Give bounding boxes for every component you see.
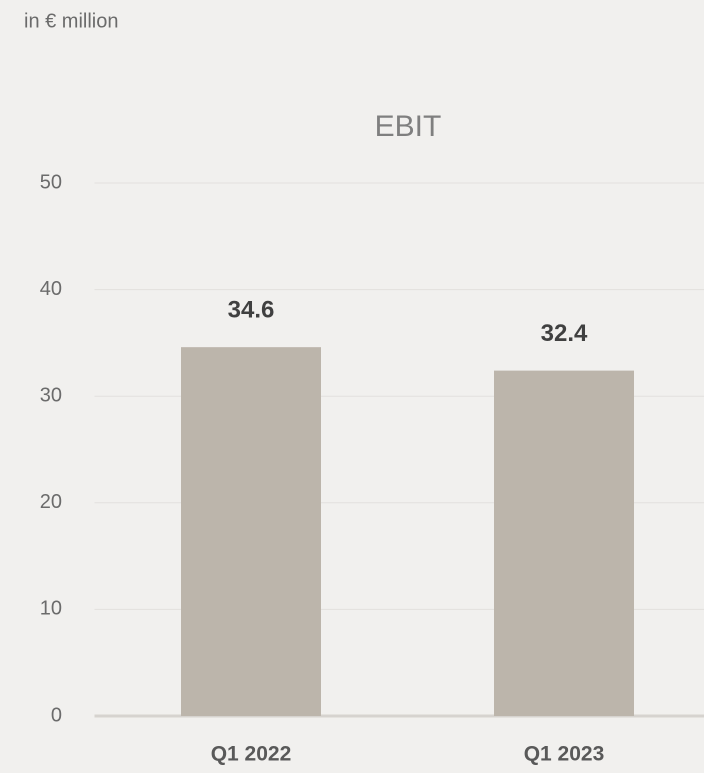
y-tick-label: 10 <box>40 598 62 620</box>
chart-subtitle: in € million <box>24 10 118 32</box>
bar <box>181 347 321 716</box>
y-tick-label: 50 <box>40 171 62 193</box>
y-tick-label: 40 <box>40 278 62 300</box>
x-tick-label: Q1 2022 <box>211 743 292 766</box>
x-tick-label: Q1 2023 <box>524 743 605 766</box>
bar <box>494 370 634 716</box>
y-tick-label: 0 <box>51 704 62 726</box>
data-label: 34.6 <box>228 297 275 324</box>
y-tick-label: 20 <box>40 491 62 513</box>
chart-title: EBIT <box>375 110 442 143</box>
y-tick-label: 30 <box>40 384 62 406</box>
data-label: 32.4 <box>541 320 588 347</box>
